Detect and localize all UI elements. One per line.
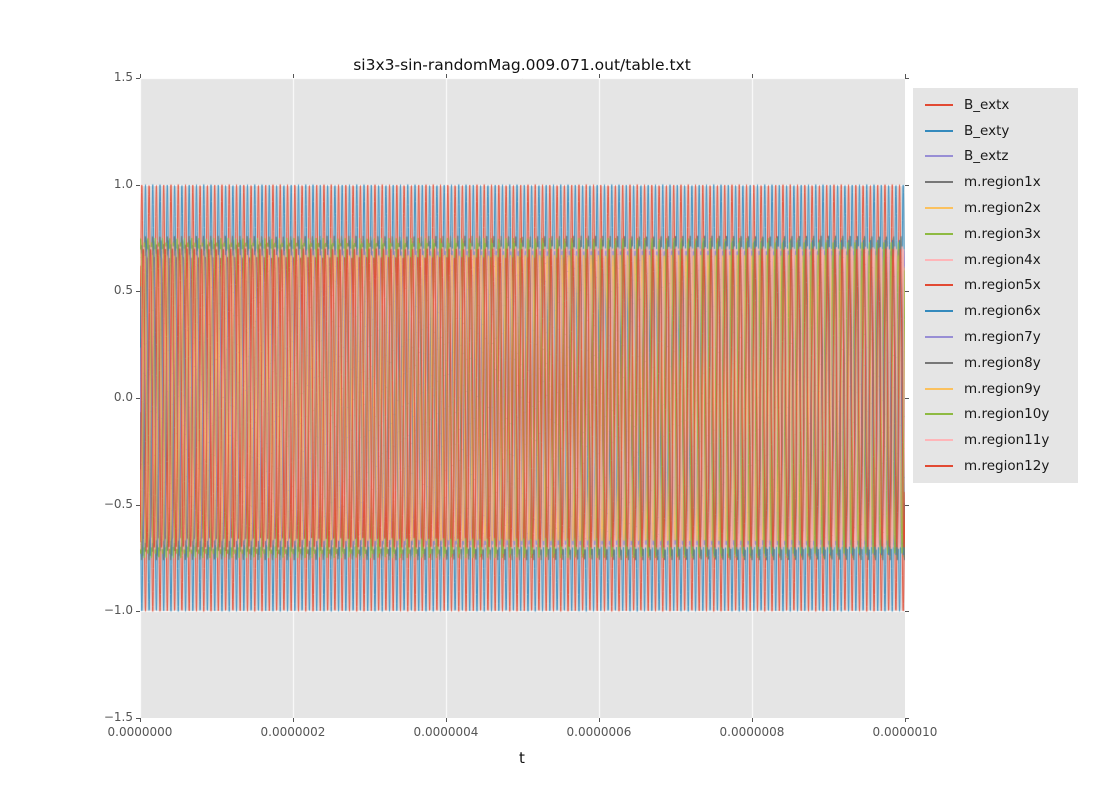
y-tick-mark <box>136 185 140 186</box>
legend-item-label: m.region8y <box>964 354 1041 371</box>
legend-item: B_exty <box>913 118 1078 144</box>
y-tick-label: 1.5 <box>113 70 133 84</box>
x-tick-label: 0.0000006 <box>566 725 632 739</box>
legend-item-label: m.region12y <box>964 458 1050 475</box>
x-tick-label: 0.0000002 <box>260 725 326 739</box>
legend-item-label: m.region9y <box>964 380 1041 397</box>
y-tick-mark <box>136 398 140 399</box>
x-tick-mark-top <box>599 74 600 78</box>
legend-item-label: m.region7y <box>964 329 1041 346</box>
x-tick-label: 0.0000000 <box>107 725 173 739</box>
legend-item-label: m.region11y <box>964 432 1050 449</box>
x-tick-mark <box>752 718 753 722</box>
plot-area-canvas <box>140 78 905 718</box>
legend-item: m.region2x <box>913 195 1078 221</box>
legend-item-label: B_exty <box>964 122 1010 139</box>
x-tick-mark <box>905 718 906 722</box>
y-tick-label: 1.0 <box>113 176 133 191</box>
legend-item: m.region6x <box>913 298 1078 324</box>
legend-item: B_extz <box>913 144 1078 170</box>
y-tick-mark-right <box>905 291 909 292</box>
legend-line-swatch <box>925 413 953 416</box>
plot-title: si3x3-sin-randomMag.009.071.out/table.tx… <box>353 56 691 74</box>
legend-item: m.region3x <box>913 221 1078 247</box>
legend-item-label: m.region3x <box>964 225 1041 242</box>
x-tick-mark-top <box>905 74 906 78</box>
legend-item-label: m.region4x <box>964 251 1041 268</box>
legend-item: m.region9y <box>913 376 1078 402</box>
legend-line-swatch <box>925 336 953 339</box>
legend-line-swatch <box>925 258 953 261</box>
legend-item-label: m.region6x <box>964 303 1041 320</box>
x-tick-label: 0.0000004 <box>413 725 479 739</box>
y-tick-mark-right <box>905 718 909 719</box>
x-tick-mark <box>446 718 447 722</box>
legend-item: m.region11y <box>913 427 1078 453</box>
y-tick-mark-right <box>905 611 909 612</box>
legend-item-label: m.region2x <box>964 200 1041 217</box>
y-tick-label: −1.5 <box>103 710 133 724</box>
legend-line-swatch <box>925 103 953 106</box>
legend-line-swatch <box>925 465 953 468</box>
legend-line-swatch <box>925 155 953 158</box>
legend-item: m.region8y <box>913 350 1078 376</box>
legend-line-swatch <box>925 439 953 442</box>
y-tick-label: 0.5 <box>113 283 133 298</box>
legend-item: m.region12y <box>913 453 1078 479</box>
x-tick-mark-top <box>446 74 447 78</box>
legend-item: B_extx <box>913 92 1078 118</box>
legend-item-label: B_extz <box>964 148 1009 165</box>
y-tick-mark <box>136 291 140 292</box>
legend-line-swatch <box>925 207 953 210</box>
y-tick-mark-right <box>905 78 909 79</box>
legend: B_extx B_exty B_extz m.region1x m.region2x m.… <box>913 88 1078 483</box>
x-tick-mark-top <box>752 74 753 78</box>
x-tick-mark <box>140 718 141 722</box>
y-tick-mark <box>136 611 140 612</box>
legend-line-swatch <box>925 181 953 184</box>
x-axis-label: t <box>519 749 525 767</box>
legend-item-label: m.region1x <box>964 174 1041 191</box>
legend-item: m.region4x <box>913 247 1078 273</box>
y-tick-label: 0.0 <box>113 390 133 404</box>
legend-item: m.region10y <box>913 402 1078 428</box>
y-tick-label: −1.0 <box>103 603 133 618</box>
legend-item: m.region7y <box>913 324 1078 350</box>
legend-item: m.region5x <box>913 273 1078 299</box>
legend-line-swatch <box>925 361 953 364</box>
legend-line-swatch <box>925 284 953 287</box>
legend-line-swatch <box>925 310 953 313</box>
y-tick-mark-right <box>905 398 909 399</box>
x-tick-label: 0.0000008 <box>719 725 785 739</box>
legend-item-label: m.region5x <box>964 277 1041 294</box>
x-tick-mark <box>293 718 294 722</box>
x-tick-mark-top <box>140 74 141 78</box>
legend-item-label: B_extx <box>964 96 1010 113</box>
y-tick-mark-right <box>905 505 909 506</box>
x-tick-label: 0.0000010 <box>872 725 938 739</box>
legend-line-swatch <box>925 232 953 235</box>
x-tick-mark-top <box>293 74 294 78</box>
x-tick-mark <box>599 718 600 722</box>
legend-line-swatch <box>925 129 953 132</box>
y-tick-label: −0.5 <box>103 496 133 511</box>
legend-line-swatch <box>925 387 953 390</box>
y-tick-mark <box>136 78 140 79</box>
y-tick-mark <box>136 718 140 719</box>
y-tick-mark <box>136 505 140 506</box>
legend-item-label: m.region10y <box>964 406 1050 423</box>
legend-item: m.region1x <box>913 169 1078 195</box>
y-tick-mark-right <box>905 185 909 186</box>
